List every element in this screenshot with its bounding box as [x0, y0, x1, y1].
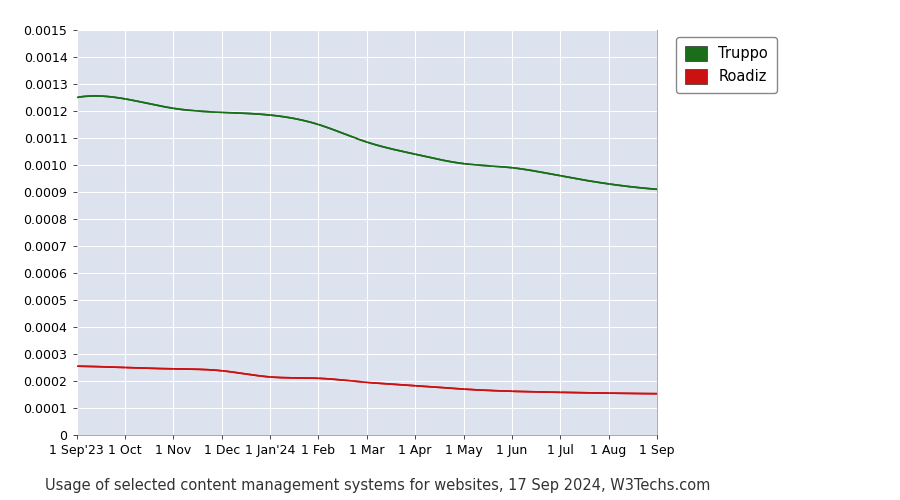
Legend: Truppo, Roadiz: Truppo, Roadiz — [676, 38, 777, 93]
Text: Usage of selected content management systems for websites, 17 Sep 2024, W3Techs.: Usage of selected content management sys… — [45, 478, 711, 493]
